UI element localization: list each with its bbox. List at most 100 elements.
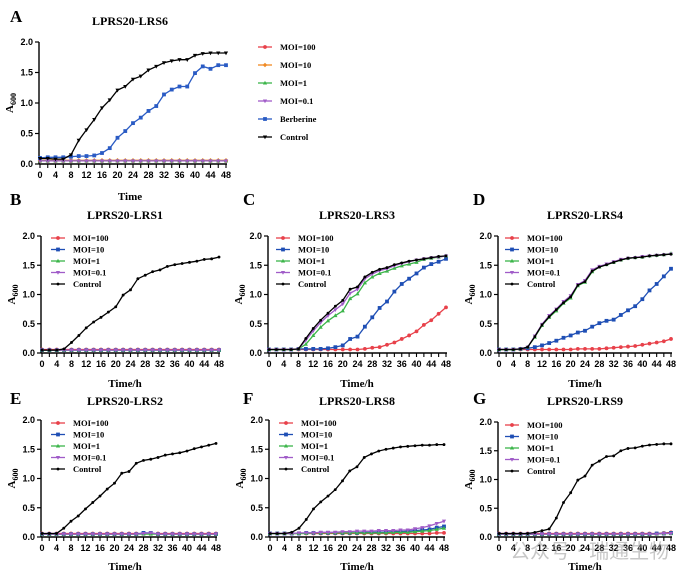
legend-item: MOI=100: [505, 420, 563, 430]
legend: MOI=100 MOI=10 MOI=1 MOI=0.1 Berberine Contro…: [258, 42, 317, 142]
legend-item: MOI=10: [505, 432, 558, 442]
data-point: [84, 128, 89, 133]
data-point: [146, 68, 151, 73]
legend-marker: [284, 432, 288, 437]
x-tick-label: 32: [153, 543, 163, 553]
data-point: [434, 522, 439, 526]
data-point: [115, 159, 120, 164]
y-axis-title: A600: [463, 285, 477, 305]
legend-item: MOI=10: [276, 245, 329, 255]
legend-marker: [510, 469, 514, 473]
data-point: [355, 287, 360, 292]
data-point: [654, 532, 659, 537]
data-point: [626, 308, 630, 313]
data-point: [121, 348, 126, 353]
y-tick-label: 0.5: [250, 503, 263, 513]
series-line: [270, 443, 444, 535]
data-point: [370, 452, 373, 456]
data-point: [497, 532, 501, 535]
data-point: [385, 342, 389, 347]
data-point: [597, 265, 601, 269]
data-point: [92, 159, 97, 164]
legend-marker: [283, 443, 289, 448]
data-point: [547, 532, 552, 537]
x-tick-label: 20: [337, 543, 347, 553]
data-point: [115, 88, 120, 93]
x-tick-label: 12: [80, 543, 90, 553]
data-point: [415, 258, 418, 262]
data-point: [429, 262, 434, 266]
legend-label: MOI=1: [527, 443, 554, 453]
y-tick-label: 1.5: [22, 260, 35, 270]
x-tick-label: 0: [37, 170, 42, 180]
data-point: [348, 469, 352, 473]
data-point: [554, 308, 558, 312]
data-point: [311, 327, 315, 330]
x-tick-label: 40: [637, 543, 647, 553]
data-point: [575, 330, 580, 335]
data-point: [399, 445, 402, 449]
data-point: [561, 335, 566, 340]
data-point: [583, 328, 587, 333]
data-point: [105, 487, 109, 491]
y-axis-title: A600: [6, 469, 20, 489]
data-point: [121, 293, 125, 297]
legend-item: Control: [505, 279, 556, 289]
data-point: [268, 532, 272, 535]
data-point: [407, 333, 412, 338]
x-tick-label: 24: [580, 543, 590, 553]
data-point: [53, 157, 58, 162]
data-point: [169, 159, 174, 164]
series-line: [269, 306, 447, 351]
y-tick-label: 0.5: [20, 129, 33, 139]
x-tick-label: 44: [424, 543, 434, 553]
data-point: [92, 320, 96, 324]
legend-marker: [56, 467, 60, 471]
legend-item: MOI=10: [258, 60, 311, 70]
data-point: [146, 109, 151, 113]
panel-letter: G: [473, 389, 486, 408]
x-tick-label: 20: [566, 543, 576, 553]
series-moi-0-1: [39, 531, 219, 537]
data-point: [69, 519, 73, 523]
legend-item: Control: [51, 464, 102, 474]
y-tick-label: 0.5: [22, 319, 35, 329]
legend-marker: [284, 467, 288, 471]
x-tick-label: 0: [266, 359, 271, 369]
y-axis-title: A600: [4, 93, 18, 113]
data-point: [661, 274, 666, 279]
legend-label: MOI=0.1: [73, 453, 106, 463]
legend-label: MOI=100: [527, 233, 563, 243]
x-tick-label: 8: [296, 359, 301, 369]
x-tick-label: 40: [411, 359, 421, 369]
x-axis-title: Time: [118, 191, 142, 203]
data-point: [355, 334, 360, 339]
data-point: [69, 348, 74, 353]
legend-item: MOI=0.1: [505, 455, 560, 465]
data-point: [192, 447, 196, 451]
legend-item: Berberine: [258, 114, 317, 124]
data-point: [583, 474, 587, 478]
data-point: [640, 532, 645, 537]
legend-item: MOI=1: [279, 441, 328, 451]
y-tick-label: 2.0: [250, 415, 263, 425]
data-point: [123, 159, 128, 164]
legend-label: MOI=10: [527, 245, 558, 255]
panel-letter: F: [243, 389, 253, 408]
data-point: [223, 51, 229, 56]
data-point: [348, 291, 353, 296]
x-tick-label: 8: [68, 170, 73, 180]
data-point: [398, 528, 403, 533]
legend-item: MOI=10: [51, 245, 104, 255]
legend-item: Control: [276, 279, 327, 289]
x-tick-label: 44: [199, 359, 209, 369]
data-point: [318, 347, 323, 351]
data-point: [77, 334, 81, 337]
data-point: [662, 253, 666, 257]
data-point: [428, 443, 431, 447]
data-point: [654, 282, 659, 286]
x-tick-label: 16: [551, 543, 561, 553]
data-point: [340, 343, 345, 348]
data-point: [138, 74, 143, 79]
